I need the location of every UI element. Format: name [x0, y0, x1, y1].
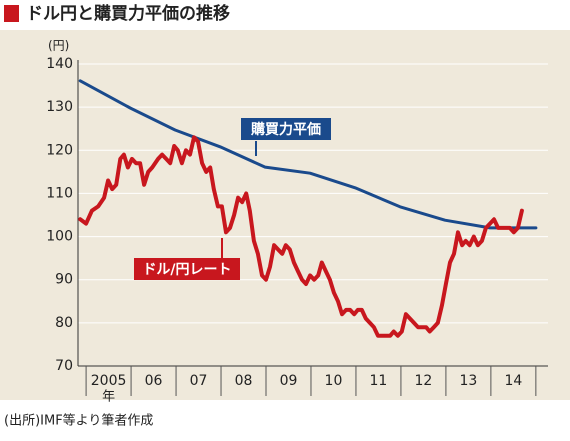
legend-box [134, 258, 240, 280]
y-tick-label: 100 [46, 229, 73, 245]
line-series [78, 135, 524, 338]
legend-box [241, 118, 331, 140]
legend-label: ドル/円レート [142, 262, 231, 278]
y-tick-label: 140 [46, 56, 73, 72]
x-tick-label: 11 [370, 373, 388, 389]
source: (出所)IMF等より筆者作成 [4, 413, 153, 429]
x-tick-label: 08 [235, 373, 253, 389]
chart-title: ドル円と購買力平価の推移 [26, 3, 230, 24]
y-tick-label: 70 [55, 358, 73, 374]
x-unit: 年 [102, 390, 115, 405]
y-unit: (円) [48, 39, 69, 53]
y-tick-label: 90 [55, 272, 73, 288]
y-tick-label: 120 [46, 142, 73, 158]
line-series [78, 79, 538, 230]
x-tick-label: 06 [145, 373, 163, 389]
x-tick-label: 07 [190, 373, 208, 389]
chart-background [0, 30, 570, 400]
x-tick-label: 09 [280, 373, 298, 389]
x-tick-label: 14 [504, 373, 522, 389]
title-marker [4, 5, 19, 22]
x-tick-label: 12 [415, 373, 433, 389]
y-tick-label: 110 [46, 185, 73, 201]
y-tick-label: 130 [46, 99, 73, 115]
x-tick-label: 13 [459, 373, 477, 389]
x-tick-label: 2005 [91, 373, 127, 389]
y-tick-label: 80 [55, 315, 73, 331]
legend-label: 購買力平価 [250, 121, 321, 138]
x-tick-label: 10 [325, 373, 343, 389]
